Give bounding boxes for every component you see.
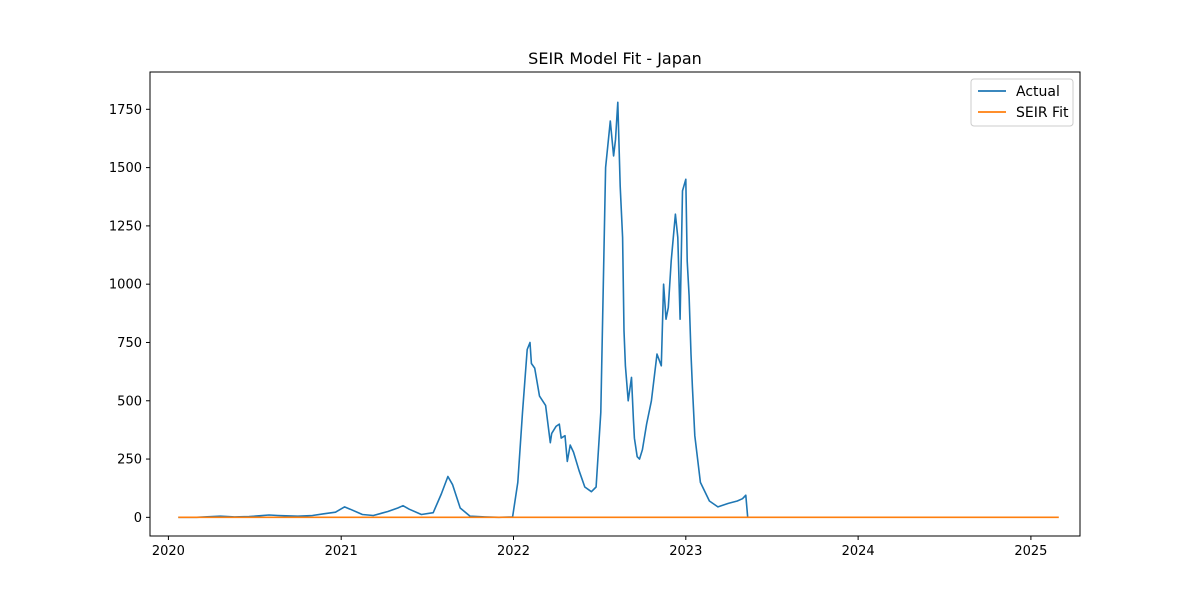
x-tick-label: 2022 bbox=[497, 544, 530, 559]
x-tick-label: 2023 bbox=[669, 544, 702, 559]
axes-frame bbox=[149, 71, 1081, 537]
axes: 2020 2021 2022 2023 2024 2025 0 250 500 750 1000 12… bbox=[109, 71, 1081, 559]
x-tick-label: 2025 bbox=[1014, 544, 1047, 559]
series-line-actual bbox=[178, 101, 749, 519]
y-tick-label: 1000 bbox=[109, 278, 142, 293]
y-tick-label: 1500 bbox=[109, 161, 142, 176]
y-tick-label: 250 bbox=[117, 453, 142, 468]
x-tick-label: 2024 bbox=[842, 544, 875, 559]
y-tick-label: 750 bbox=[117, 336, 142, 351]
x-tick-label: 2020 bbox=[152, 544, 185, 559]
plot-area bbox=[178, 101, 1059, 519]
chart-title: SEIR Model Fit - Japan bbox=[528, 49, 702, 68]
legend: Actual SEIR Fit bbox=[970, 78, 1074, 127]
x-tick-label: 2021 bbox=[325, 544, 358, 559]
y-tick-label: 0 bbox=[134, 511, 142, 526]
y-tick-label: 500 bbox=[117, 394, 142, 409]
y-tick-label: 1750 bbox=[109, 103, 142, 118]
y-tick-label: 1250 bbox=[109, 219, 142, 234]
legend-label-actual: Actual bbox=[1016, 84, 1060, 100]
legend-label-seir-fit: SEIR Fit bbox=[1016, 105, 1069, 121]
